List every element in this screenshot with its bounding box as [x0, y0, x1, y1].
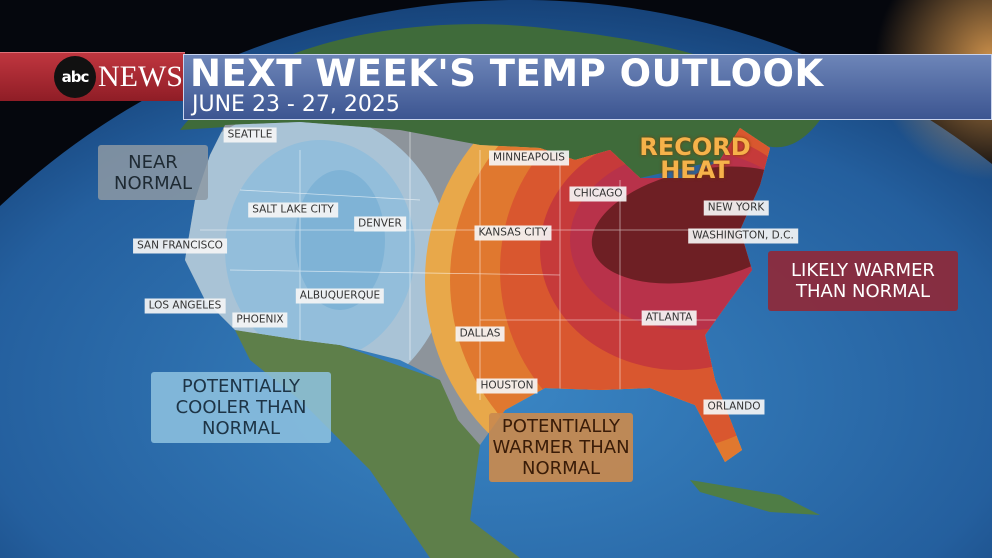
city-label: CHICAGO [569, 186, 627, 202]
city-label: DENVER [354, 216, 406, 232]
legend-text: NORMAL [521, 458, 600, 479]
city-label: SALT LAKE CITY [248, 202, 338, 218]
legend-text: NORMAL [113, 172, 192, 194]
news-wordmark: NEWS [98, 60, 183, 93]
legend-text: NEAR [128, 151, 178, 173]
legend-potentially-cooler: POTENTIALLY COOLER THAN NORMAL [151, 372, 331, 443]
city-label: NEW YORK [703, 200, 769, 216]
abc-logo: abc [54, 56, 96, 98]
city-label: DALLAS [455, 326, 505, 342]
legend-text: POTENTIALLY [181, 376, 301, 397]
record-heat-line2: HEAT [660, 156, 730, 184]
cuba-land [690, 480, 820, 515]
legend-text: POTENTIALLY [501, 416, 621, 437]
date-range: JUNE 23 - 27, 2025 [192, 92, 400, 117]
city-label: KANSAS CITY [474, 225, 552, 241]
city-label: ORLANDO [703, 399, 765, 415]
city-label: PHOENIX [232, 312, 288, 328]
legend-text: LIKELY WARMER [791, 260, 935, 281]
city-label: LOS ANGELES [144, 298, 226, 314]
legend-text: COOLER THAN [175, 397, 307, 418]
legend-text: THAN NORMAL [795, 281, 931, 302]
city-label: MINNEAPOLIS [489, 150, 569, 166]
record-heat-label: RECORD HEAT [636, 133, 754, 184]
legend-text: WARMER THAN [492, 437, 630, 458]
page-title: NEXT WEEK'S TEMP OUTLOOK [190, 52, 824, 95]
city-label: SEATTLE [223, 127, 277, 143]
legend-text: NORMAL [201, 418, 280, 439]
city-label: WASHINGTON, D.C. [688, 228, 798, 244]
city-label: ALBUQUERQUE [295, 288, 385, 304]
legend-potentially-warmer: POTENTIALLY WARMER THAN NORMAL [489, 413, 633, 482]
city-label: HOUSTON [476, 378, 538, 394]
legend-near-normal: NEAR NORMAL [98, 145, 208, 200]
city-label: SAN FRANCISCO [133, 238, 227, 254]
legend-likely-warmer: LIKELY WARMER THAN NORMAL [768, 251, 958, 311]
city-label: ATLANTA [641, 310, 697, 326]
record-heat-line1: RECORD [639, 133, 751, 161]
